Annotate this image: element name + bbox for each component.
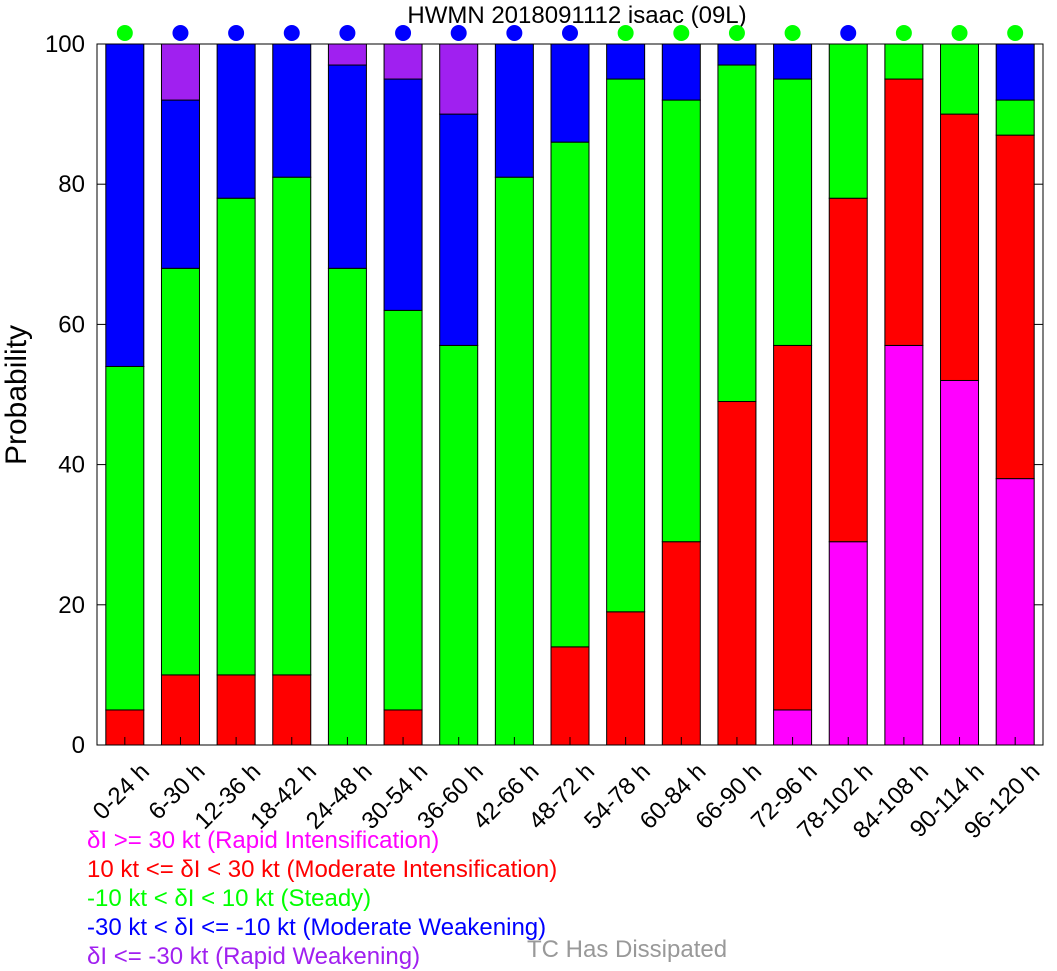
- bar-segment: [216, 674, 256, 746]
- bar-segment: [995, 134, 1035, 480]
- plot-frame: [96, 43, 1044, 746]
- bar-segment: [661, 43, 701, 101]
- top-marker-dot: [339, 25, 356, 41]
- bar-segment: [327, 43, 367, 66]
- bar-segment: [995, 478, 1035, 746]
- bars: [105, 43, 1035, 746]
- bar-segment: [439, 344, 479, 746]
- top-marker-dot: [395, 25, 412, 41]
- bar-segment: [383, 78, 423, 311]
- y-tick-label: 60: [58, 311, 85, 338]
- bar-segment: [272, 43, 312, 178]
- legend-rapid-weakening: δI <= -30 kt (Rapid Weakening): [87, 943, 421, 970]
- bar-segment: [550, 43, 590, 143]
- top-marker-dot: [617, 25, 634, 41]
- bar-segment: [272, 176, 312, 676]
- bar-segment: [940, 113, 980, 381]
- bar-segment: [828, 197, 868, 543]
- legend-rapid-intensification: δI >= 30 kt (Rapid Intensification): [87, 827, 440, 854]
- legend-dissipated: TC Has Dissipated: [527, 936, 728, 963]
- top-marker-dot: [728, 25, 745, 41]
- bar-segment: [160, 43, 200, 101]
- y-tick-label: 100: [45, 31, 85, 58]
- bar-segment: [884, 43, 924, 80]
- bar-segment: [661, 541, 701, 746]
- bar-segment: [717, 64, 757, 403]
- top-marker-dot: [228, 25, 245, 41]
- x-tick-label: 0-24 h: [88, 758, 155, 825]
- top-marker-dot: [450, 25, 467, 41]
- bar-segment: [494, 43, 534, 178]
- bar-segment: [773, 78, 813, 346]
- y-axis-label: Probability: [0, 325, 33, 465]
- bar-segment: [216, 197, 256, 676]
- top-marker-dot: [116, 25, 133, 41]
- bar-segment: [105, 43, 145, 367]
- bar-segment: [550, 141, 590, 648]
- bar-segment: [327, 64, 367, 269]
- bar-segment: [216, 43, 256, 199]
- bar-segment: [383, 309, 423, 711]
- top-marker-dot: [506, 25, 523, 41]
- y-axis-ticks: 0 20 40 60 80 100: [45, 31, 1043, 759]
- y-tick-label: 40: [58, 452, 85, 479]
- bar-segment: [606, 611, 646, 746]
- bar-segment: [272, 674, 312, 746]
- bar-segment: [773, 344, 813, 711]
- top-markers: [116, 25, 1024, 41]
- chart-title: HWMN 2018091112 isaac (09L): [407, 2, 746, 29]
- bar-segment: [940, 43, 980, 115]
- bar-segment: [439, 43, 479, 115]
- bar-segment: [773, 43, 813, 80]
- bar-segment: [995, 99, 1035, 136]
- bar-segment: [160, 267, 200, 676]
- top-marker-dot: [951, 25, 968, 41]
- top-marker-dot: [1007, 25, 1024, 41]
- top-marker-dot: [562, 25, 578, 41]
- legend: δI >= 30 kt (Rapid Intensification) 10 k…: [87, 826, 557, 971]
- bar-segment: [828, 43, 868, 199]
- legend-moderate-weakening: -30 kt < δI <= -10 kt (Moderate Weakenin…: [87, 914, 547, 941]
- bar-segment: [439, 113, 479, 346]
- bar-segment: [884, 78, 924, 346]
- bar-segment: [606, 43, 646, 80]
- bar-segment: [717, 401, 757, 746]
- top-marker-dot: [895, 25, 912, 41]
- y-tick-label: 20: [58, 592, 85, 619]
- top-marker-dot: [784, 25, 801, 41]
- bar-segment: [550, 646, 590, 746]
- y-tick-label: 80: [58, 171, 85, 198]
- bar-segment: [494, 176, 534, 746]
- bar-segment: [717, 43, 757, 66]
- bar-segment: [160, 99, 200, 269]
- legend-steady: -10 kt < δI < 10 kt (Steady): [87, 885, 372, 912]
- bar-segment: [661, 99, 701, 543]
- bar-segment: [940, 379, 980, 746]
- top-marker-dot: [283, 25, 300, 41]
- bar-segment: [884, 344, 924, 746]
- top-marker-dot: [840, 25, 857, 41]
- bar-segment: [828, 541, 868, 746]
- legend-moderate-intensification: 10 kt <= δI < 30 kt (Moderate Intensific…: [87, 856, 558, 883]
- y-tick-label: 0: [72, 732, 85, 759]
- bar-segment: [105, 365, 145, 711]
- bar-segment: [327, 267, 367, 746]
- bar-segment: [383, 43, 423, 80]
- top-marker-dot: [172, 25, 189, 41]
- top-marker-dot: [673, 25, 690, 41]
- bar-segment: [160, 674, 200, 746]
- bar-segment: [995, 43, 1035, 101]
- bar-segment: [606, 78, 646, 613]
